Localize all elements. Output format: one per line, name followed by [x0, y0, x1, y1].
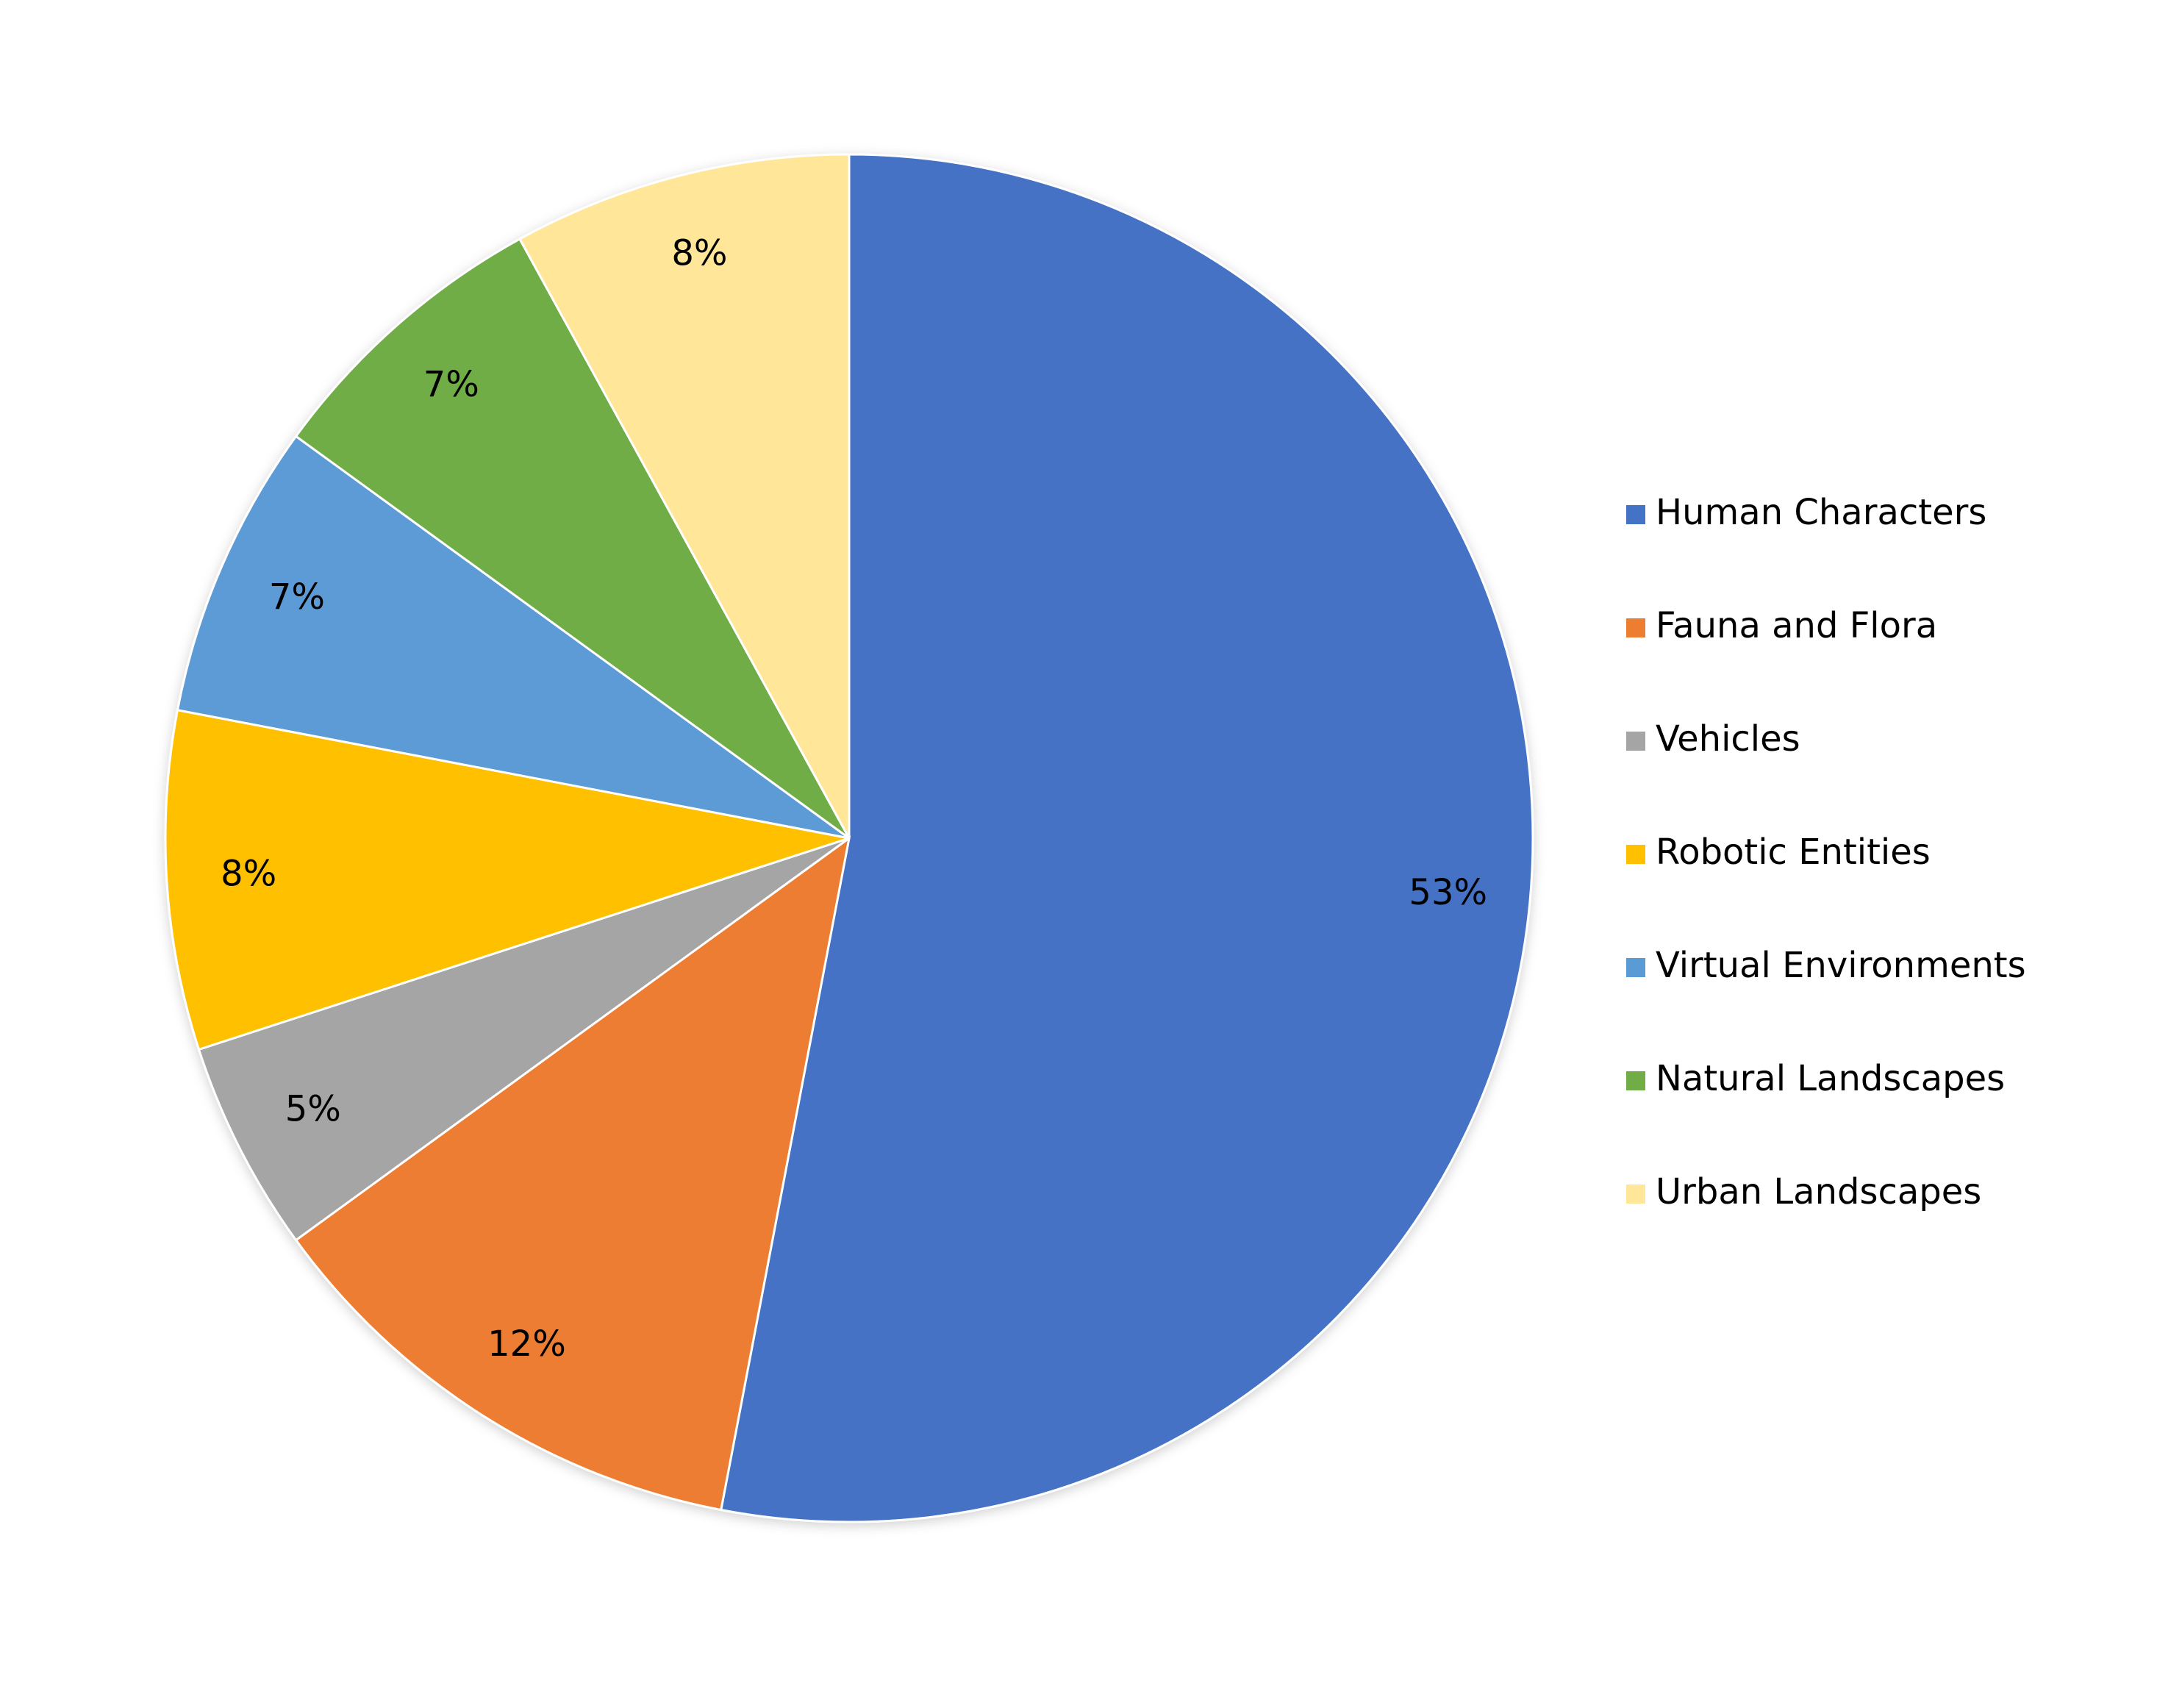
legend-swatch [1626, 505, 1645, 524]
legend-label: Urban Landscapes [1656, 1171, 1981, 1212]
legend-label: Robotic Entities [1656, 832, 1931, 873]
legend-swatch [1626, 732, 1645, 751]
data-label: 8% [671, 232, 727, 274]
legend-label: Vehicles [1656, 718, 1800, 760]
pie-slice [164, 708, 850, 1051]
legend-label: Human Characters [1656, 492, 1986, 533]
data-labels: 53% 12% 5% 8% 7% 7% 8% [221, 232, 1487, 1365]
legend-label: Virtual Environments [1656, 945, 2026, 986]
pie-slice [518, 153, 851, 839]
legend-swatch [1626, 958, 1645, 977]
data-label: 53% [1409, 872, 1487, 913]
legend-swatch [1626, 1184, 1645, 1204]
legend-swatch [1626, 1071, 1645, 1090]
data-label: 12% [487, 1323, 566, 1365]
legend: Human Characters Fauna and Flora Vehicles R… [1626, 492, 2026, 1212]
data-label: 7% [269, 576, 325, 618]
legend-swatch [1626, 618, 1645, 637]
pie-slice [197, 837, 850, 1242]
data-label: 8% [221, 853, 276, 894]
pie-slice [176, 435, 850, 840]
pie-slice [294, 237, 851, 840]
data-label: 5% [285, 1089, 341, 1130]
legend-label: Natural Landscapes [1656, 1058, 2005, 1099]
legend-label: Fauna and Flora [1656, 605, 1937, 646]
pie [164, 153, 1534, 1523]
data-label: 7% [423, 364, 479, 405]
pie-slice [719, 153, 1534, 1523]
legend-swatch [1626, 845, 1645, 864]
pie-slice [294, 835, 851, 1512]
